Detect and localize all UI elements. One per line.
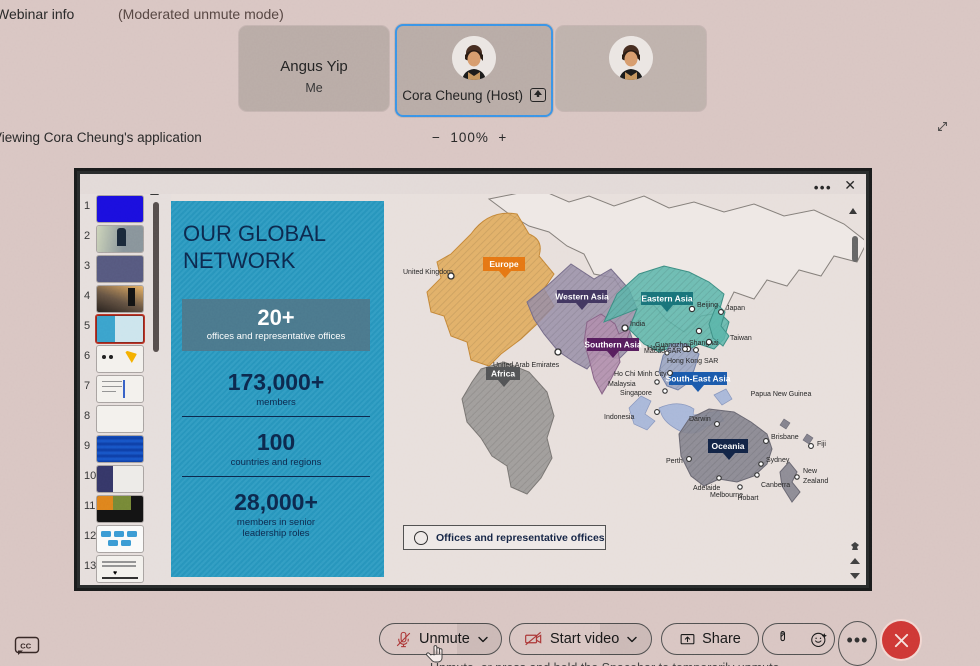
svg-text:Ho Chi Minh City: Ho Chi Minh City — [614, 371, 667, 378]
svg-text:Fiji: Fiji — [817, 441, 826, 448]
svg-text:Shanghai: Shanghai — [689, 340, 719, 347]
svg-text:Hobart: Hobart — [737, 495, 758, 502]
svg-text:Taiwan: Taiwan — [730, 335, 752, 342]
svg-text:Canberra: Canberra — [761, 482, 790, 489]
svg-text:New: New — [803, 468, 818, 475]
svg-text:Singapore: Singapore — [620, 390, 652, 397]
svg-text:Japan: Japan — [726, 305, 745, 312]
svg-text:Indonesia: Indonesia — [604, 414, 634, 421]
svg-text:South-East Asia: South-East Asia — [666, 374, 731, 384]
svg-text:Eastern Asia: Eastern Asia — [641, 294, 692, 304]
svg-text:Hanoi: Hanoi — [647, 345, 666, 352]
svg-text:Europe: Europe — [489, 259, 519, 269]
svg-text:Adelaide: Adelaide — [693, 485, 720, 492]
svg-text:Sydney: Sydney — [766, 457, 790, 464]
svg-text:Southern Asia: Southern Asia — [584, 340, 642, 350]
svg-text:Brisbane: Brisbane — [771, 434, 799, 441]
svg-text:Zealand: Zealand — [803, 478, 828, 485]
svg-text:Hong Kong SAR: Hong Kong SAR — [667, 358, 718, 365]
svg-text:Papua New Guinea: Papua New Guinea — [751, 391, 812, 398]
svg-text:United Kingdom: United Kingdom — [403, 269, 453, 276]
svg-text:Malaysia: Malaysia — [608, 381, 636, 388]
svg-text:CC: CC — [20, 641, 31, 650]
svg-text:Darwin: Darwin — [689, 416, 711, 423]
svg-text:Western Asia: Western Asia — [555, 292, 609, 302]
svg-text:Perth: Perth — [666, 458, 683, 465]
svg-text:Beijing: Beijing — [697, 302, 718, 309]
svg-text:United Arab Emirates: United Arab Emirates — [493, 362, 560, 369]
svg-text:Africa: Africa — [491, 369, 515, 379]
svg-text:India: India — [630, 321, 645, 328]
svg-text:Oceania: Oceania — [711, 441, 744, 451]
